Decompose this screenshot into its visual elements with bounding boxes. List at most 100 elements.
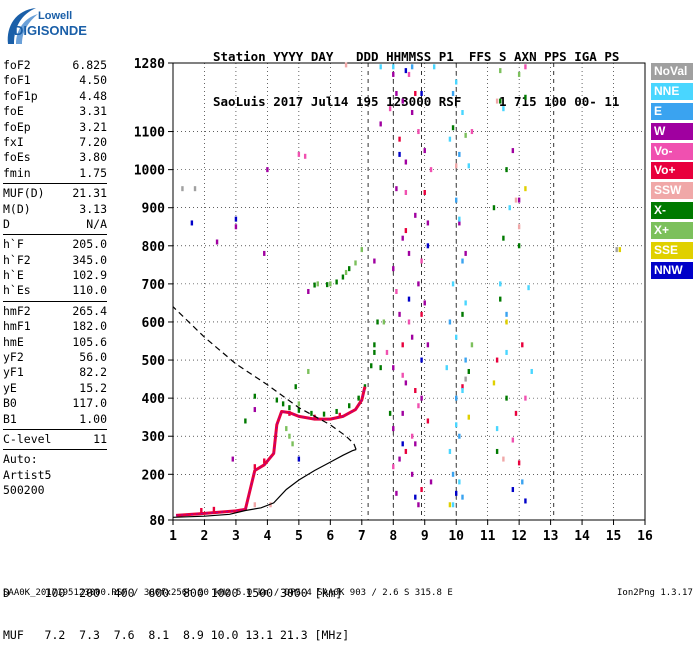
param-value: 4.50: [79, 73, 107, 88]
data-point-x-: [291, 441, 294, 447]
data-point-x-: [492, 205, 496, 211]
data-point-x-: [373, 349, 376, 355]
data-point-w: [410, 334, 414, 340]
data-point-x-: [281, 401, 285, 407]
param-row-fof2: foF2 6.825: [3, 58, 107, 73]
data-point-nne: [451, 281, 455, 287]
y-tick-label: 300: [142, 430, 166, 445]
data-point-w: [426, 342, 430, 348]
param-row-muf-d-: MUF(D) 21.31: [3, 186, 107, 201]
data-point-w: [398, 456, 401, 462]
data-point-nne: [455, 334, 458, 340]
y-tick-label: 800: [142, 240, 166, 255]
logo-swoosh-icon: [7, 8, 38, 44]
y-tick-label: 1280: [134, 57, 165, 72]
data-point-noval: [193, 186, 197, 192]
data-point-nnw: [404, 68, 408, 74]
parameter-group-critical-frequencies: foF2 6.825 foF1 4.50 foF1p 4.48 foE 3.31 foEp 3.2…: [3, 58, 107, 181]
x-tick-label: 8: [389, 529, 397, 544]
param-value: 110.0: [72, 283, 107, 298]
data-point-w: [458, 220, 461, 226]
data-point-x-: [288, 433, 291, 439]
x-tick-label: 15: [606, 529, 622, 544]
param-key: h`Es: [3, 283, 31, 298]
data-point-e: [461, 494, 464, 500]
data-point-vo-: [414, 388, 417, 394]
param-value: 21.31: [72, 186, 107, 201]
data-point-nnw: [407, 296, 411, 302]
data-point-vo-: [404, 448, 408, 454]
x-tick-label: 7: [358, 529, 366, 544]
param-row-foe: foE 3.31: [3, 104, 107, 119]
data-point-nne: [445, 365, 448, 371]
data-point-w: [263, 250, 266, 256]
legend-item-vo-: Vo-: [651, 142, 693, 160]
data-point-nne: [495, 426, 499, 432]
x-tick-label: 5: [295, 529, 303, 544]
data-point-x-: [470, 342, 474, 348]
data-point-sse: [448, 502, 452, 508]
data-point-w: [234, 224, 238, 230]
param-row-yf2: yF2 56.0: [3, 350, 107, 365]
y-tick-label: 1000: [134, 164, 165, 179]
param-row-hmf1: hmF1 182.0: [3, 319, 107, 334]
data-point-x-: [363, 384, 367, 390]
data-point-ssw: [514, 197, 518, 203]
data-point-x-: [244, 418, 247, 424]
data-point-w: [417, 281, 420, 287]
data-point-w: [373, 258, 376, 264]
header-values: SaoLuis 2017 Jul14 195 123000 RSF 1 715 …: [213, 94, 620, 109]
data-point-vo-: [385, 349, 389, 355]
data-point-nne: [458, 216, 461, 222]
legend-item-vo-: Vo+: [651, 162, 693, 180]
param-value: 1.00: [79, 411, 107, 426]
parameter-group-profile: hmF2 265.4 hmF1 182.0 hmE 105.6 yF2 56.0 yF1 82.2…: [3, 304, 107, 427]
data-point-w: [395, 186, 398, 192]
data-point-vo-: [414, 90, 417, 96]
data-point-sse: [467, 414, 470, 420]
muf-distance-table: D 100 200 400 600 800 1000 1500 3000 [km…: [3, 558, 349, 656]
data-point-w: [423, 148, 426, 154]
data-point-w: [392, 266, 395, 272]
data-point-x-: [275, 397, 279, 403]
data-point-w: [429, 479, 433, 485]
param-row-hme: hmE 105.6: [3, 335, 107, 350]
param-value: 6.825: [72, 58, 107, 72]
data-point-nnw: [297, 456, 301, 462]
data-point-nne: [499, 281, 502, 287]
data-point-e: [455, 395, 458, 401]
auto-program: Artist5: [3, 467, 52, 482]
param-value: 4.48: [79, 88, 107, 103]
polarization-legend: NoVal NNE E W Vo- Vo+ SSW X- X+ SSE NNW: [651, 63, 693, 282]
parameter-group-virtual-heights: h`F 205.0 h`F2 345.0 h`E 102.9 h`Es 110.0: [3, 237, 107, 299]
param-row-fmin: fmin 1.75: [3, 166, 107, 181]
data-point-nne: [467, 163, 470, 169]
data-point-w: [423, 300, 426, 306]
digisonde-logo: Lowell DIGISONDE: [2, 4, 87, 48]
data-point-x-: [517, 243, 521, 249]
param-row-fof1: foF1 4.50: [3, 73, 107, 88]
y-tick-label: 500: [142, 354, 166, 369]
param-key: foEp: [3, 119, 31, 134]
data-point-vo-: [313, 414, 316, 420]
data-point-vo-: [417, 129, 420, 135]
legend-item-x-: X+: [651, 222, 693, 240]
data-point-x-: [451, 125, 455, 131]
param-key: foE: [3, 104, 24, 119]
x-tick-label: 9: [421, 529, 429, 544]
data-point-e: [410, 64, 414, 70]
data-point-x-: [357, 395, 360, 401]
param-value: N/A: [86, 216, 107, 231]
param-value: 15.2: [79, 380, 107, 395]
data-point-nne: [527, 285, 530, 291]
param-key: hmF1: [3, 319, 31, 334]
data-point-vo-: [392, 464, 395, 470]
data-point-vo-: [417, 403, 420, 409]
y-tick-label: 200: [142, 468, 166, 483]
station-header: Station YYYY DAY DDD HHMMSS P1 FFS S AXN…: [213, 19, 619, 124]
data-point-nnw: [511, 487, 515, 493]
param-key: foF1: [3, 73, 31, 88]
data-point-x-: [288, 405, 291, 411]
data-point-vo-: [401, 342, 404, 348]
data-point-vo-: [263, 458, 266, 464]
